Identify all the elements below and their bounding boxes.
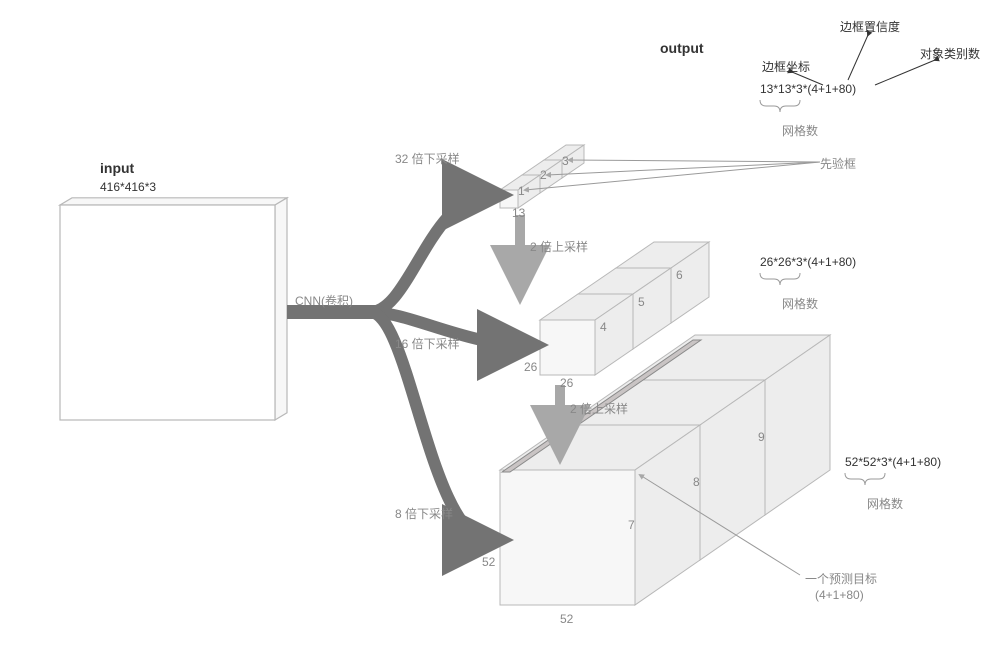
formula52-label: 52*52*3*(4+1+80) — [845, 455, 941, 469]
bbox-coord-label: 边框坐标 — [762, 58, 810, 75]
n2: 2 — [540, 168, 547, 182]
dim52b-label: 52 — [560, 612, 573, 626]
dim26b-label: 26 — [560, 376, 573, 390]
down32-label: 32 倍下采样 — [395, 150, 460, 167]
formula13-label: 13*13*3*(4+1+80) — [760, 82, 856, 96]
down8-label: 8 倍下采样 — [395, 505, 453, 522]
n7: 7 — [628, 518, 635, 532]
obj-class-label: 对象类别数 — [920, 45, 980, 62]
bbox-conf-label: 边框置信度 — [840, 18, 900, 35]
down16-label: 16 倍下采样 — [395, 335, 460, 352]
n3: 3 — [562, 154, 569, 168]
n5: 5 — [638, 295, 645, 309]
n1: 1 — [518, 184, 525, 198]
formula26-label: 26*26*3*(4+1+80) — [760, 255, 856, 269]
up2a-label: 2 倍上采样 — [530, 238, 588, 255]
n8: 8 — [693, 475, 700, 489]
grid52-label: 网格数 — [867, 495, 903, 512]
grid26-label: 网格数 — [782, 295, 818, 312]
grid13-label: 网格数 — [782, 122, 818, 139]
cnn-label: CNN(卷积) — [295, 292, 353, 309]
dim13-label: 13 — [512, 206, 525, 220]
pred-formula-label: (4+1+80) — [815, 588, 864, 602]
up2b-label: 2 倍上采样 — [570, 400, 628, 417]
input-dim: 416*416*3 — [100, 180, 156, 194]
n6: 6 — [676, 268, 683, 282]
dim26a-label: 26 — [524, 360, 537, 374]
n4: 4 — [600, 320, 607, 334]
dim52a-label: 52 — [482, 555, 495, 569]
n9: 9 — [758, 430, 765, 444]
input-title: input — [100, 160, 134, 176]
priorbox-label: 先验框 — [820, 155, 856, 172]
pred-target-label: 一个预测目标 — [805, 570, 877, 587]
output-title: output — [660, 40, 704, 56]
